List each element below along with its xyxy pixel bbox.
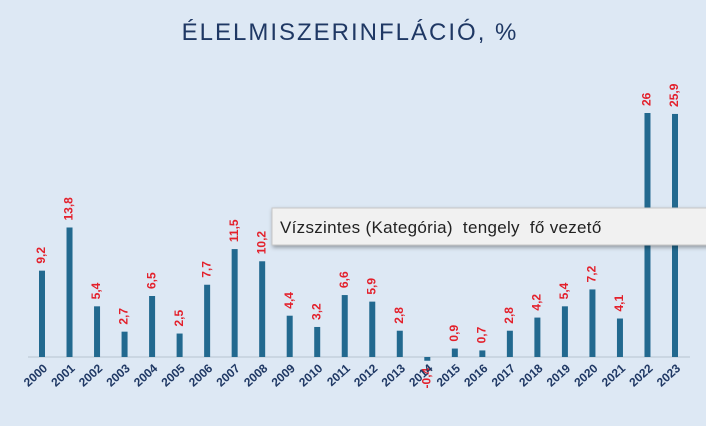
bar [259,261,266,357]
x-tick-label: 2007 [214,361,243,389]
x-tick-label: 2010 [296,361,325,389]
bar [39,270,45,357]
value-label: 25,9 [667,83,681,107]
tooltip-text: Vízszintes (Kategória) tengely fő vezető [280,218,602,237]
x-tick-label: 2003 [103,361,132,389]
x-tick-label: 2020 [571,361,600,389]
bar [451,348,458,357]
chart-title: ÉLELMISZERINFLÁCIÓ, % [182,19,519,46]
value-label: 0,9 [447,325,461,342]
bar [231,249,238,357]
x-tick-label: 2001 [48,361,77,389]
x-tick-label: 2009 [269,361,298,389]
value-label: 5,4 [89,282,103,299]
bar [94,306,101,357]
value-label: 10,2 [254,231,268,255]
value-label: 2,5 [172,310,186,327]
bar [176,333,183,357]
tooltip-box [271,207,706,246]
x-tick-label: 2012 [351,361,380,389]
x-tick-label: 2008 [241,361,270,389]
bar [479,350,486,357]
value-label: 5,9 [364,278,378,295]
value-label: 0,7 [475,326,489,343]
bar [314,326,321,357]
value-label: 4,1 [612,295,626,312]
bar [369,301,376,357]
bar [286,315,293,357]
value-label: 4,4 [282,292,296,309]
x-tick-label: 2017 [489,361,518,389]
value-label: 13,8 [62,197,76,221]
x-tick-label: 2013 [379,361,408,389]
x-tick-label: 2005 [159,361,188,389]
x-tick-label: 2004 [131,361,160,389]
bar [396,330,403,357]
value-label: 3,2 [309,303,323,320]
value-label: 2,7 [117,308,131,325]
x-tick-label: 2016 [461,361,490,389]
x-tick-label: 2011 [324,361,353,389]
tooltip: Vízszintes (Kategória) tengely fő vezető [271,207,706,246]
value-label: 26 [640,92,654,106]
bar [616,318,623,357]
bar [149,296,156,357]
value-label: -0,4 [419,367,433,388]
value-label: 11,5 [227,219,241,242]
value-label: 2,8 [392,307,406,324]
bar [66,227,73,357]
bar [534,317,541,357]
x-tick-label: 2015 [434,361,463,389]
value-label: 5,4 [557,282,571,299]
x-tick-label: 2023 [654,361,683,389]
bar [121,331,128,357]
bar [341,295,348,357]
value-label: 6,5 [144,272,158,289]
bar [506,330,513,357]
x-tick-label: 2019 [544,361,573,389]
x-tick-label: 2006 [186,361,215,389]
value-label: 7,7 [199,261,213,278]
x-tick-label: 2002 [76,361,105,389]
x-tick-label: 2000 [21,361,50,389]
x-tick-label: 2018 [516,361,545,389]
value-label: 9,2 [34,247,48,264]
value-label: 6,6 [337,271,351,288]
x-tick-label: 2021 [599,361,628,389]
value-label: 7,2 [585,265,599,282]
value-label: 2,8 [502,307,516,324]
x-tick-label: 2022 [626,361,655,389]
bar [204,284,211,357]
bar [589,289,596,357]
value-label: 4,2 [530,294,544,311]
bar [424,357,431,361]
bar [561,306,568,357]
